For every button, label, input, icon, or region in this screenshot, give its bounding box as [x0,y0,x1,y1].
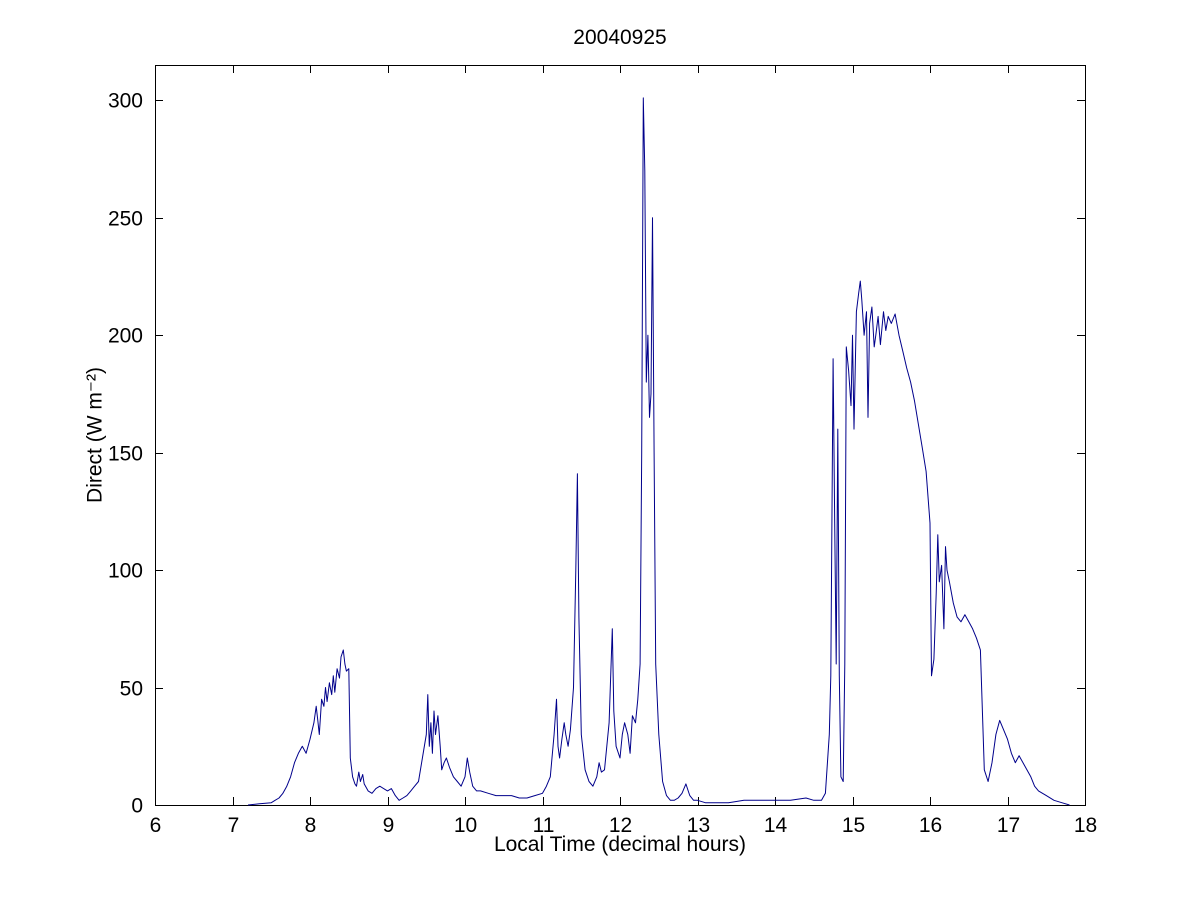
x-tick-label: 16 [919,814,942,837]
x-tick-label: 14 [764,814,788,837]
x-tick-label: 8 [305,814,317,837]
y-tick-label: 150 [108,443,143,466]
x-tick-label: 10 [454,814,477,837]
x-tick-label: 18 [1074,814,1097,837]
x-tick-label: 7 [228,814,240,837]
y-tick-label: 50 [120,678,143,701]
chart-title: 20040925 [573,26,667,49]
y-tick-label: 250 [108,208,143,231]
y-tick-label: 0 [131,795,143,818]
x-tick-label: 12 [609,814,632,837]
x-tick-label: 17 [997,814,1020,837]
x-tick-label: 6 [150,814,162,837]
axes-box [155,65,1086,806]
y-tick-label: 100 [108,560,143,583]
y-tick-label: 300 [108,90,143,113]
x-tick-label: 13 [687,814,710,837]
x-axis-label: Local Time (decimal hours) [493,833,747,856]
x-tick-label: 9 [383,814,395,837]
x-tick-label: 15 [842,814,865,837]
data-series-line [247,97,1070,806]
y-tick-label: 200 [108,325,143,348]
x-tick-label: 11 [533,814,555,837]
